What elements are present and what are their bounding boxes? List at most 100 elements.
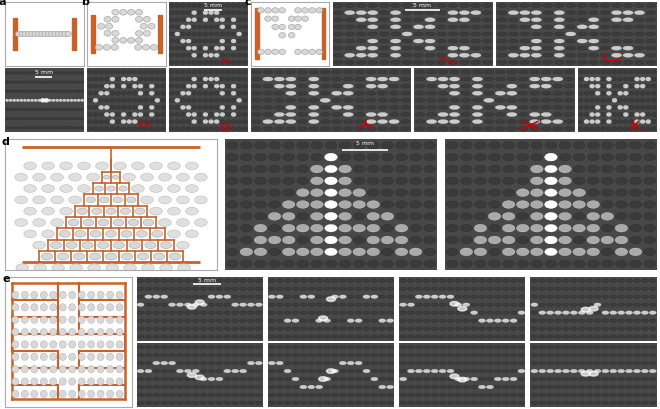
Circle shape — [331, 295, 339, 299]
Circle shape — [473, 84, 482, 88]
Circle shape — [400, 311, 407, 315]
Circle shape — [110, 77, 115, 81]
Circle shape — [286, 127, 296, 130]
Circle shape — [38, 72, 41, 74]
Circle shape — [555, 335, 562, 338]
Circle shape — [214, 53, 219, 57]
Circle shape — [347, 335, 354, 338]
Circle shape — [612, 11, 622, 15]
Circle shape — [263, 77, 273, 81]
Circle shape — [116, 304, 123, 311]
Circle shape — [133, 106, 137, 109]
Circle shape — [602, 319, 609, 322]
Circle shape — [208, 303, 215, 306]
Circle shape — [300, 287, 307, 290]
Circle shape — [232, 385, 238, 389]
Circle shape — [555, 311, 562, 315]
Circle shape — [635, 77, 640, 81]
Circle shape — [478, 279, 485, 283]
Circle shape — [181, 112, 185, 117]
Circle shape — [347, 385, 354, 389]
Circle shape — [552, 119, 563, 124]
Circle shape — [391, 39, 401, 43]
Circle shape — [331, 335, 338, 338]
Circle shape — [339, 335, 346, 338]
Circle shape — [553, 112, 562, 117]
Circle shape — [618, 385, 624, 389]
Circle shape — [284, 353, 291, 357]
Circle shape — [282, 213, 295, 220]
Circle shape — [356, 46, 366, 50]
Circle shape — [602, 385, 609, 389]
Circle shape — [269, 362, 275, 365]
Circle shape — [626, 346, 632, 349]
Circle shape — [432, 319, 438, 322]
Circle shape — [237, 106, 242, 109]
Circle shape — [640, 99, 645, 102]
Circle shape — [255, 165, 267, 173]
Circle shape — [224, 346, 230, 349]
Circle shape — [187, 373, 196, 378]
Circle shape — [482, 46, 492, 50]
Circle shape — [137, 378, 144, 381]
Circle shape — [618, 362, 624, 365]
Circle shape — [400, 393, 407, 397]
Circle shape — [471, 53, 480, 57]
Circle shape — [248, 378, 254, 381]
Circle shape — [503, 236, 515, 244]
Circle shape — [333, 46, 343, 50]
Circle shape — [640, 127, 645, 130]
Circle shape — [634, 369, 640, 373]
Circle shape — [309, 99, 319, 102]
Circle shape — [300, 311, 307, 315]
Text: d: d — [1, 137, 9, 147]
Circle shape — [104, 106, 110, 110]
Circle shape — [145, 327, 152, 330]
Circle shape — [367, 213, 380, 220]
Circle shape — [263, 77, 273, 81]
Circle shape — [594, 335, 601, 338]
Circle shape — [242, 120, 247, 124]
Circle shape — [86, 197, 96, 203]
Circle shape — [408, 335, 414, 338]
Circle shape — [321, 127, 330, 130]
Circle shape — [353, 153, 365, 161]
Circle shape — [161, 393, 168, 397]
Circle shape — [180, 39, 185, 43]
Circle shape — [263, 99, 273, 102]
Circle shape — [391, 46, 401, 50]
Circle shape — [50, 341, 57, 348]
Circle shape — [353, 165, 365, 173]
Circle shape — [175, 106, 180, 109]
Circle shape — [618, 401, 624, 405]
Circle shape — [224, 295, 230, 299]
Circle shape — [562, 369, 570, 373]
Circle shape — [545, 260, 557, 267]
Circle shape — [448, 39, 458, 43]
Circle shape — [618, 106, 622, 110]
Circle shape — [277, 295, 283, 299]
Circle shape — [121, 77, 126, 81]
Circle shape — [555, 287, 562, 290]
Circle shape — [153, 346, 160, 349]
Circle shape — [507, 84, 517, 88]
Circle shape — [427, 91, 436, 95]
Circle shape — [90, 253, 100, 260]
Circle shape — [381, 213, 393, 220]
Circle shape — [347, 311, 354, 315]
Circle shape — [121, 119, 126, 124]
Circle shape — [127, 197, 136, 203]
Circle shape — [458, 306, 467, 311]
Circle shape — [553, 70, 562, 74]
Circle shape — [544, 225, 557, 232]
Circle shape — [240, 362, 246, 365]
Circle shape — [88, 341, 94, 348]
Circle shape — [170, 53, 174, 57]
Circle shape — [149, 84, 154, 88]
Circle shape — [502, 311, 509, 315]
Circle shape — [192, 303, 199, 306]
Circle shape — [203, 4, 208, 7]
Circle shape — [554, 46, 564, 50]
Circle shape — [391, 32, 401, 36]
Circle shape — [507, 91, 517, 95]
